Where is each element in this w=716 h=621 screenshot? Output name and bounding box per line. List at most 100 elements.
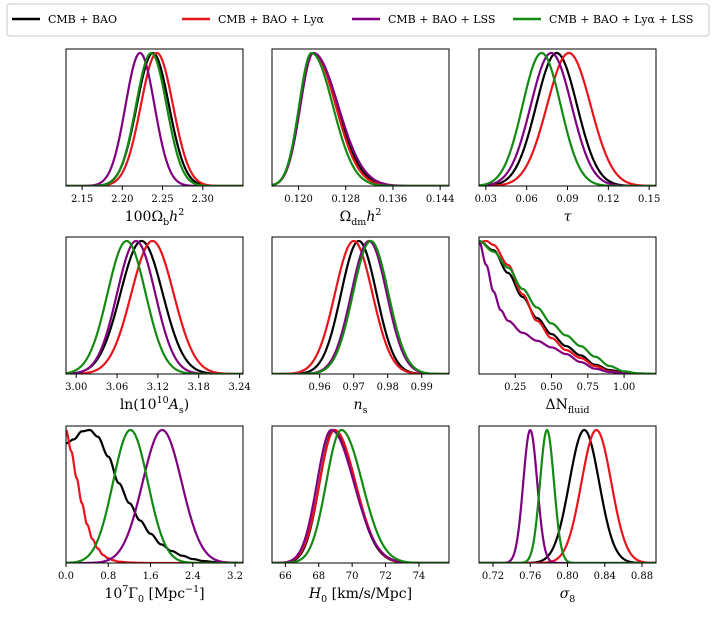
frame-ns <box>271 236 450 375</box>
tick-label-omega-b: 2.15 <box>71 194 93 205</box>
tick-label-omega-b: 2.20 <box>111 194 133 205</box>
panel-ns: 0.96 0.97 0.98 0.99 ns <box>271 236 450 416</box>
curve-omega-b-2 <box>66 51 243 186</box>
tick-label-tau: 0.06 <box>516 194 538 205</box>
legend-label: CMB + BAO + LSS <box>388 13 495 26</box>
legend-label: CMB + BAO <box>48 13 117 26</box>
tick-label-sigma8: 0.80 <box>556 571 578 582</box>
curve-omega-b-1 <box>66 51 243 186</box>
axis-label-h0: H0 [km/s/Mpc] <box>308 586 412 605</box>
tick-label-ln-as: 3.06 <box>106 382 128 393</box>
curve-ln-as-1 <box>66 239 243 374</box>
curve-ln-as-0 <box>66 239 243 374</box>
curve-h0-1 <box>272 428 449 563</box>
tick-label-h0: 74 <box>413 571 426 582</box>
curve-h0-0 <box>272 428 449 563</box>
tick-label-sigma8: 0.72 <box>482 571 504 582</box>
tick-label-tau: 0.12 <box>597 194 619 205</box>
frame-gamma <box>65 425 244 564</box>
tick-label-ln-as: 3.24 <box>228 382 250 393</box>
tick-label-sigma8: 0.76 <box>519 571 541 582</box>
tick-label-ns: 0.97 <box>343 382 365 393</box>
axis-label-ln-as: ln(1010As) <box>120 395 189 416</box>
axis-label-omega-b: 100Ωbh2 <box>125 207 185 228</box>
curve-omega-b-3 <box>66 51 243 186</box>
legend-label: CMB + BAO + Lyα <box>218 13 325 26</box>
curve-delta-n-3 <box>479 239 656 374</box>
panel-omega-b: 2.15 2.20 2.25 2.30 100Ωbh2 <box>65 48 244 228</box>
tick-label-delta-n: 0.75 <box>577 382 599 393</box>
tick-label-omega-b: 2.25 <box>151 194 173 205</box>
frame-omega-dm <box>271 48 450 187</box>
curve-h0-2 <box>272 428 449 563</box>
axis-label-ns: ns <box>354 397 368 416</box>
axis-label-omega-dm: Ωdmh2 <box>340 207 382 228</box>
curve-gamma-0 <box>66 428 243 563</box>
curves-ln-as <box>66 239 243 374</box>
legend: CMB + BAO CMB + BAO + Lyα CMB + BAO + LSS C… <box>6 3 710 37</box>
tick-label-tau: 0.03 <box>475 194 497 205</box>
tick-label-gamma: 2.4 <box>185 571 201 582</box>
curve-sigma8-0 <box>479 428 656 563</box>
tick-label-h0: 68 <box>312 571 325 582</box>
curve-h0-3 <box>272 428 449 563</box>
axis-label-delta-n: ΔNfluid <box>546 397 590 416</box>
panel-gamma: 0.0 0.8 1.6 2.4 3.2 107Γ0 [Mpc−1] <box>58 425 244 605</box>
tick-label-ns: 0.99 <box>411 382 433 393</box>
tick-label-gamma: 1.6 <box>143 571 159 582</box>
curves-h0 <box>272 428 449 563</box>
frame-delta-n <box>478 236 657 375</box>
tick-label-h0: 66 <box>279 571 292 582</box>
tick-label-gamma: 3.2 <box>227 571 243 582</box>
panel-tau: 0.03 0.06 0.09 0.12 0.15 τ <box>475 48 660 225</box>
curve-gamma-1 <box>66 429 243 563</box>
frame-ln-as <box>65 236 244 375</box>
tick-label-delta-n: 0.25 <box>504 382 526 393</box>
panel-omega-dm: 0.120 0.128 0.136 0.144 Ωdmh2 <box>271 48 455 228</box>
curve-sigma8-3 <box>479 428 656 563</box>
tick-label-delta-n: 0.50 <box>540 382 562 393</box>
curve-tau-1 <box>479 51 656 186</box>
panel-delta-n: 0.25 0.50 0.75 1.00 ΔNfluid <box>478 236 657 416</box>
tick-label-gamma: 0.8 <box>100 571 116 582</box>
curves-sigma8 <box>479 428 656 563</box>
curves-gamma <box>66 428 243 563</box>
curve-sigma8-1 <box>479 428 656 563</box>
tick-label-gamma: 0.0 <box>58 571 74 582</box>
curve-ns-3 <box>272 239 449 374</box>
tick-label-omega-dm: 0.128 <box>331 194 360 205</box>
frame-h0 <box>271 425 450 564</box>
tick-label-h0: 70 <box>346 571 359 582</box>
legend-label: CMB + BAO + Lyα + LSS <box>549 13 693 26</box>
tick-label-tau: 0.09 <box>556 194 578 205</box>
axis-label-sigma8: σ8 <box>560 586 576 605</box>
curves-omega-dm <box>272 51 449 186</box>
tick-label-ns: 0.98 <box>377 382 399 393</box>
tick-label-omega-dm: 0.136 <box>379 194 408 205</box>
panel-ln-as: 3.00 3.06 3.12 3.18 3.24 ln(1010As) <box>65 236 251 416</box>
tick-label-delta-n: 1.00 <box>613 382 635 393</box>
tick-label-ln-as: 3.18 <box>188 382 210 393</box>
curves-tau <box>479 51 656 186</box>
axis-label-tau: τ <box>564 209 572 225</box>
axis-label-gamma: 107Γ0 [Mpc−1] <box>104 584 204 605</box>
tick-label-ns: 0.96 <box>309 382 331 393</box>
tick-label-sigma8: 0.88 <box>631 571 653 582</box>
curve-omega-dm-2 <box>272 51 449 186</box>
tick-label-ln-as: 3.12 <box>147 382 169 393</box>
panel-sigma8: 0.72 0.76 0.80 0.84 0.88 σ8 <box>478 425 657 605</box>
tick-label-omega-dm: 0.144 <box>426 194 455 205</box>
tick-label-ln-as: 3.00 <box>65 382 87 393</box>
frame-omega-b <box>65 48 244 187</box>
curve-gamma-3 <box>66 428 243 563</box>
tick-label-omega-dm: 0.120 <box>284 194 313 205</box>
curve-omega-dm-3 <box>272 51 449 186</box>
curve-gamma-2 <box>66 428 243 563</box>
tick-label-tau: 0.15 <box>638 194 660 205</box>
curve-omega-b-0 <box>66 51 243 186</box>
tick-label-h0: 72 <box>379 571 392 582</box>
curves-delta-n <box>479 239 656 374</box>
tick-label-omega-b: 2.30 <box>192 194 214 205</box>
